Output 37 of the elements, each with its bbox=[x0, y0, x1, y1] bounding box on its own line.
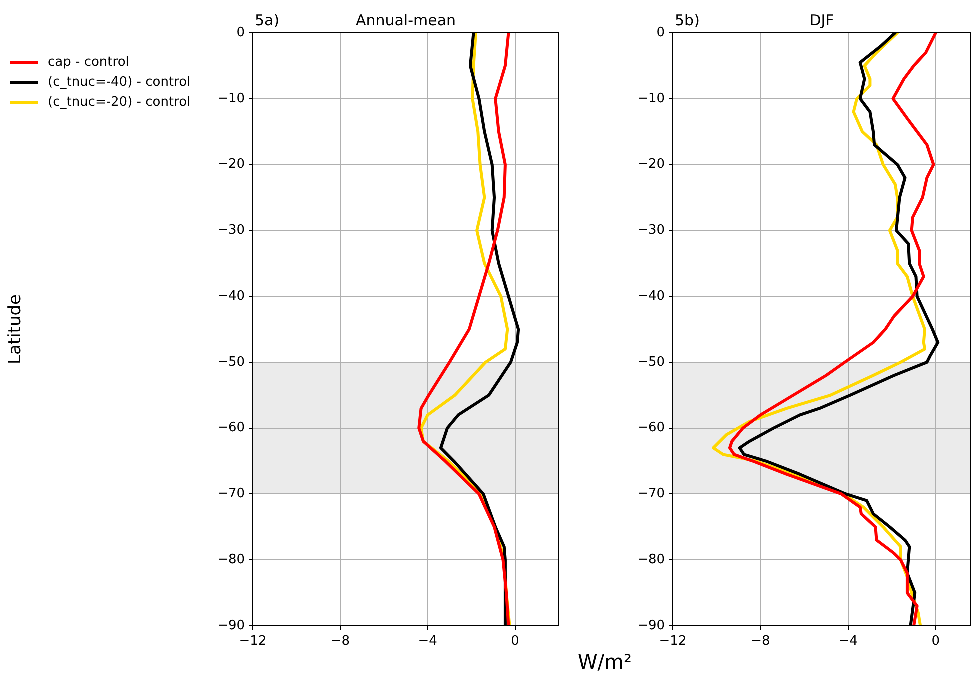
y-tick-label: 0 bbox=[656, 25, 665, 40]
y-tick-label: −10 bbox=[638, 91, 665, 106]
legend-label: (c_tnuc=-20) - control bbox=[48, 94, 191, 110]
text: 5a) bbox=[255, 11, 280, 30]
y-tick-label: −90 bbox=[218, 618, 245, 634]
y-tick-label: −20 bbox=[218, 157, 245, 172]
y-tick-label: −30 bbox=[218, 223, 245, 238]
x-tick-label: −4 bbox=[838, 634, 858, 650]
y-tick-label: −20 bbox=[638, 157, 665, 172]
y-tick-label: −70 bbox=[638, 486, 665, 502]
legend-label: cap - control bbox=[48, 54, 130, 70]
y-tick-label: −80 bbox=[218, 552, 245, 568]
x-axis-title: W/m² bbox=[576, 650, 633, 674]
y-tick-label: 0 bbox=[236, 25, 245, 40]
x-tick-label: 0 bbox=[511, 634, 520, 650]
chart-title: DJF bbox=[810, 11, 834, 30]
y-tick-label: −50 bbox=[218, 354, 245, 370]
text: 5b) bbox=[675, 11, 700, 30]
x-tick-label: −12 bbox=[239, 634, 267, 650]
y-tick-label: −60 bbox=[218, 420, 245, 436]
y-tick-label: −90 bbox=[638, 618, 665, 634]
x-tick-label: −12 bbox=[659, 634, 687, 650]
legend-label: (c_tnuc=-40) - control bbox=[48, 74, 191, 90]
y-tick-label: −40 bbox=[218, 288, 245, 304]
y-tick-label: −40 bbox=[638, 288, 665, 304]
x-tick-label: −4 bbox=[418, 634, 438, 650]
x-tick-label: −8 bbox=[330, 634, 350, 650]
y-tick-label: −80 bbox=[638, 552, 665, 568]
y-tick-label: −70 bbox=[218, 486, 245, 502]
y-tick-label: −30 bbox=[638, 223, 665, 238]
y-tick-label: −60 bbox=[638, 420, 665, 436]
y-axis-title: Latitude bbox=[6, 294, 26, 364]
y-tick-label: −10 bbox=[218, 91, 245, 106]
x-tick-label: −8 bbox=[751, 634, 770, 650]
x-tick-label: 0 bbox=[932, 634, 940, 650]
y-tick-label: −50 bbox=[638, 354, 665, 370]
chart-title: Annual-mean bbox=[356, 11, 456, 30]
